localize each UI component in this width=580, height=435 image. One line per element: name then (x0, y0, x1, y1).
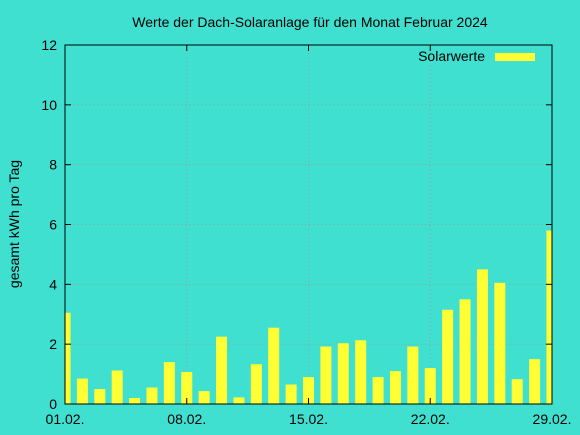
y-tick-label: 4 (49, 276, 57, 292)
legend-label: Solarwerte (418, 48, 485, 64)
bar (76, 378, 88, 404)
bar (355, 340, 367, 404)
y-tick-label: 2 (49, 336, 57, 352)
legend-swatch (495, 53, 535, 61)
bar (198, 391, 210, 404)
y-tick-label: 6 (49, 217, 57, 233)
bar (250, 364, 262, 404)
bar (372, 377, 384, 404)
bar (389, 371, 401, 404)
y-tick-label: 0 (49, 396, 57, 412)
legend: Solarwerte (418, 48, 535, 64)
bar (407, 346, 419, 404)
bar (181, 371, 193, 404)
bar (111, 370, 123, 404)
bar (94, 389, 106, 404)
y-tick-label: 8 (49, 157, 57, 173)
bar (65, 312, 71, 404)
x-tick-label: 01.02. (46, 411, 85, 427)
y-tick-label: 12 (41, 37, 57, 53)
bar (337, 343, 349, 404)
x-tick-label: 22.02. (411, 411, 450, 427)
x-tick-label: 15.02. (289, 411, 328, 427)
bar (424, 368, 436, 404)
bar (146, 387, 158, 404)
bar (511, 379, 523, 404)
x-tick-label: 08.02. (167, 411, 206, 427)
axis-ticks: 0 2 4 6 8 10 12 01.02. 08.02. 15.02. 22.02. 29.02. (41, 37, 571, 427)
bar (129, 398, 141, 404)
bar (268, 327, 280, 404)
bar (285, 384, 297, 404)
bar (320, 346, 332, 404)
chart-title: Werte der Dach-Solaranlage für den Monat… (132, 14, 488, 30)
bar (546, 230, 552, 404)
bar (459, 299, 471, 404)
bars (65, 230, 552, 404)
bar (163, 362, 175, 404)
bar (476, 269, 488, 404)
bar (529, 359, 541, 404)
bar (233, 397, 245, 404)
bar (442, 309, 454, 404)
bar (303, 377, 314, 404)
y-tick-label: 10 (41, 97, 57, 113)
y-axis-label: gesamt kWh pro Tag (6, 160, 22, 288)
bar (494, 282, 506, 404)
bar (216, 336, 228, 404)
x-tick-label: 29.02. (533, 411, 572, 427)
